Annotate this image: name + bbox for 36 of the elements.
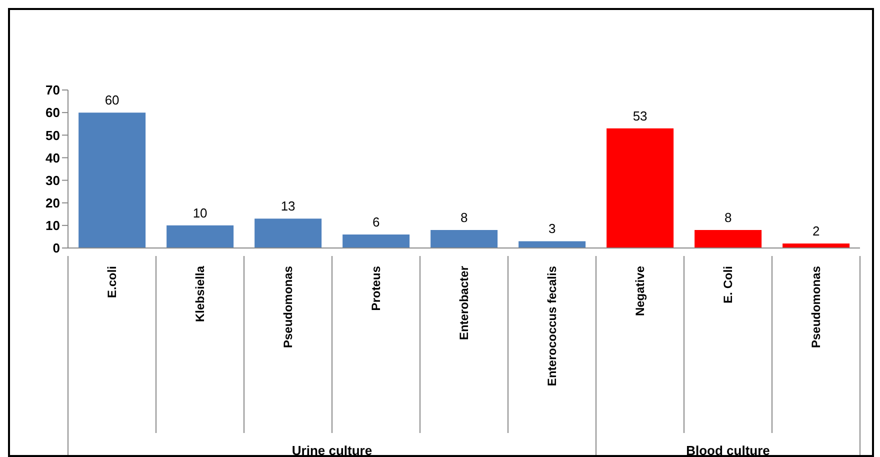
- bar: [606, 128, 674, 248]
- data-label: 2: [812, 223, 820, 238]
- bar: [254, 218, 322, 248]
- y-tick-label: 10: [46, 218, 60, 234]
- text: Blood culture: [686, 443, 770, 457]
- data-label: 10: [192, 205, 208, 220]
- x-tick-label: E. Coli: [721, 266, 735, 304]
- bar: [166, 225, 234, 248]
- y-tick-label: 60: [46, 105, 60, 120]
- data-label: 8: [724, 210, 732, 225]
- data-label: 6: [372, 214, 380, 230]
- bar: [430, 230, 498, 248]
- data-label: 13: [280, 198, 296, 214]
- x-tick-label: E.coli: [105, 266, 119, 298]
- y-tick-label: 0: [52, 240, 60, 256]
- y-tick-label: 30: [46, 172, 60, 188]
- x-tick-label: Pseudomonas: [281, 266, 295, 348]
- data-label: 60: [104, 92, 120, 108]
- data-label: 53: [632, 108, 648, 124]
- y-tick-label: 20: [46, 195, 60, 210]
- x-tick-label: Proteus: [369, 266, 383, 311]
- data-label: 8: [460, 210, 468, 225]
- bar: [78, 112, 146, 248]
- x-tick-label: Klebsiella: [193, 266, 207, 322]
- x-tick-label: Enterococcus fecalis: [545, 266, 559, 386]
- y-tick-label: 40: [46, 150, 60, 166]
- x-tick-label: Enterobacter: [457, 266, 471, 340]
- data-label: 3: [548, 221, 556, 236]
- x-tick-label: Negative: [633, 266, 647, 316]
- x-tick-label: Pseudomonas: [809, 266, 823, 348]
- text: Urine culture: [292, 443, 372, 457]
- bar: [694, 230, 762, 248]
- bar: [518, 241, 586, 248]
- y-tick-label: 70: [46, 82, 60, 98]
- y-tick-label: 50: [46, 128, 60, 143]
- bar: [342, 234, 410, 248]
